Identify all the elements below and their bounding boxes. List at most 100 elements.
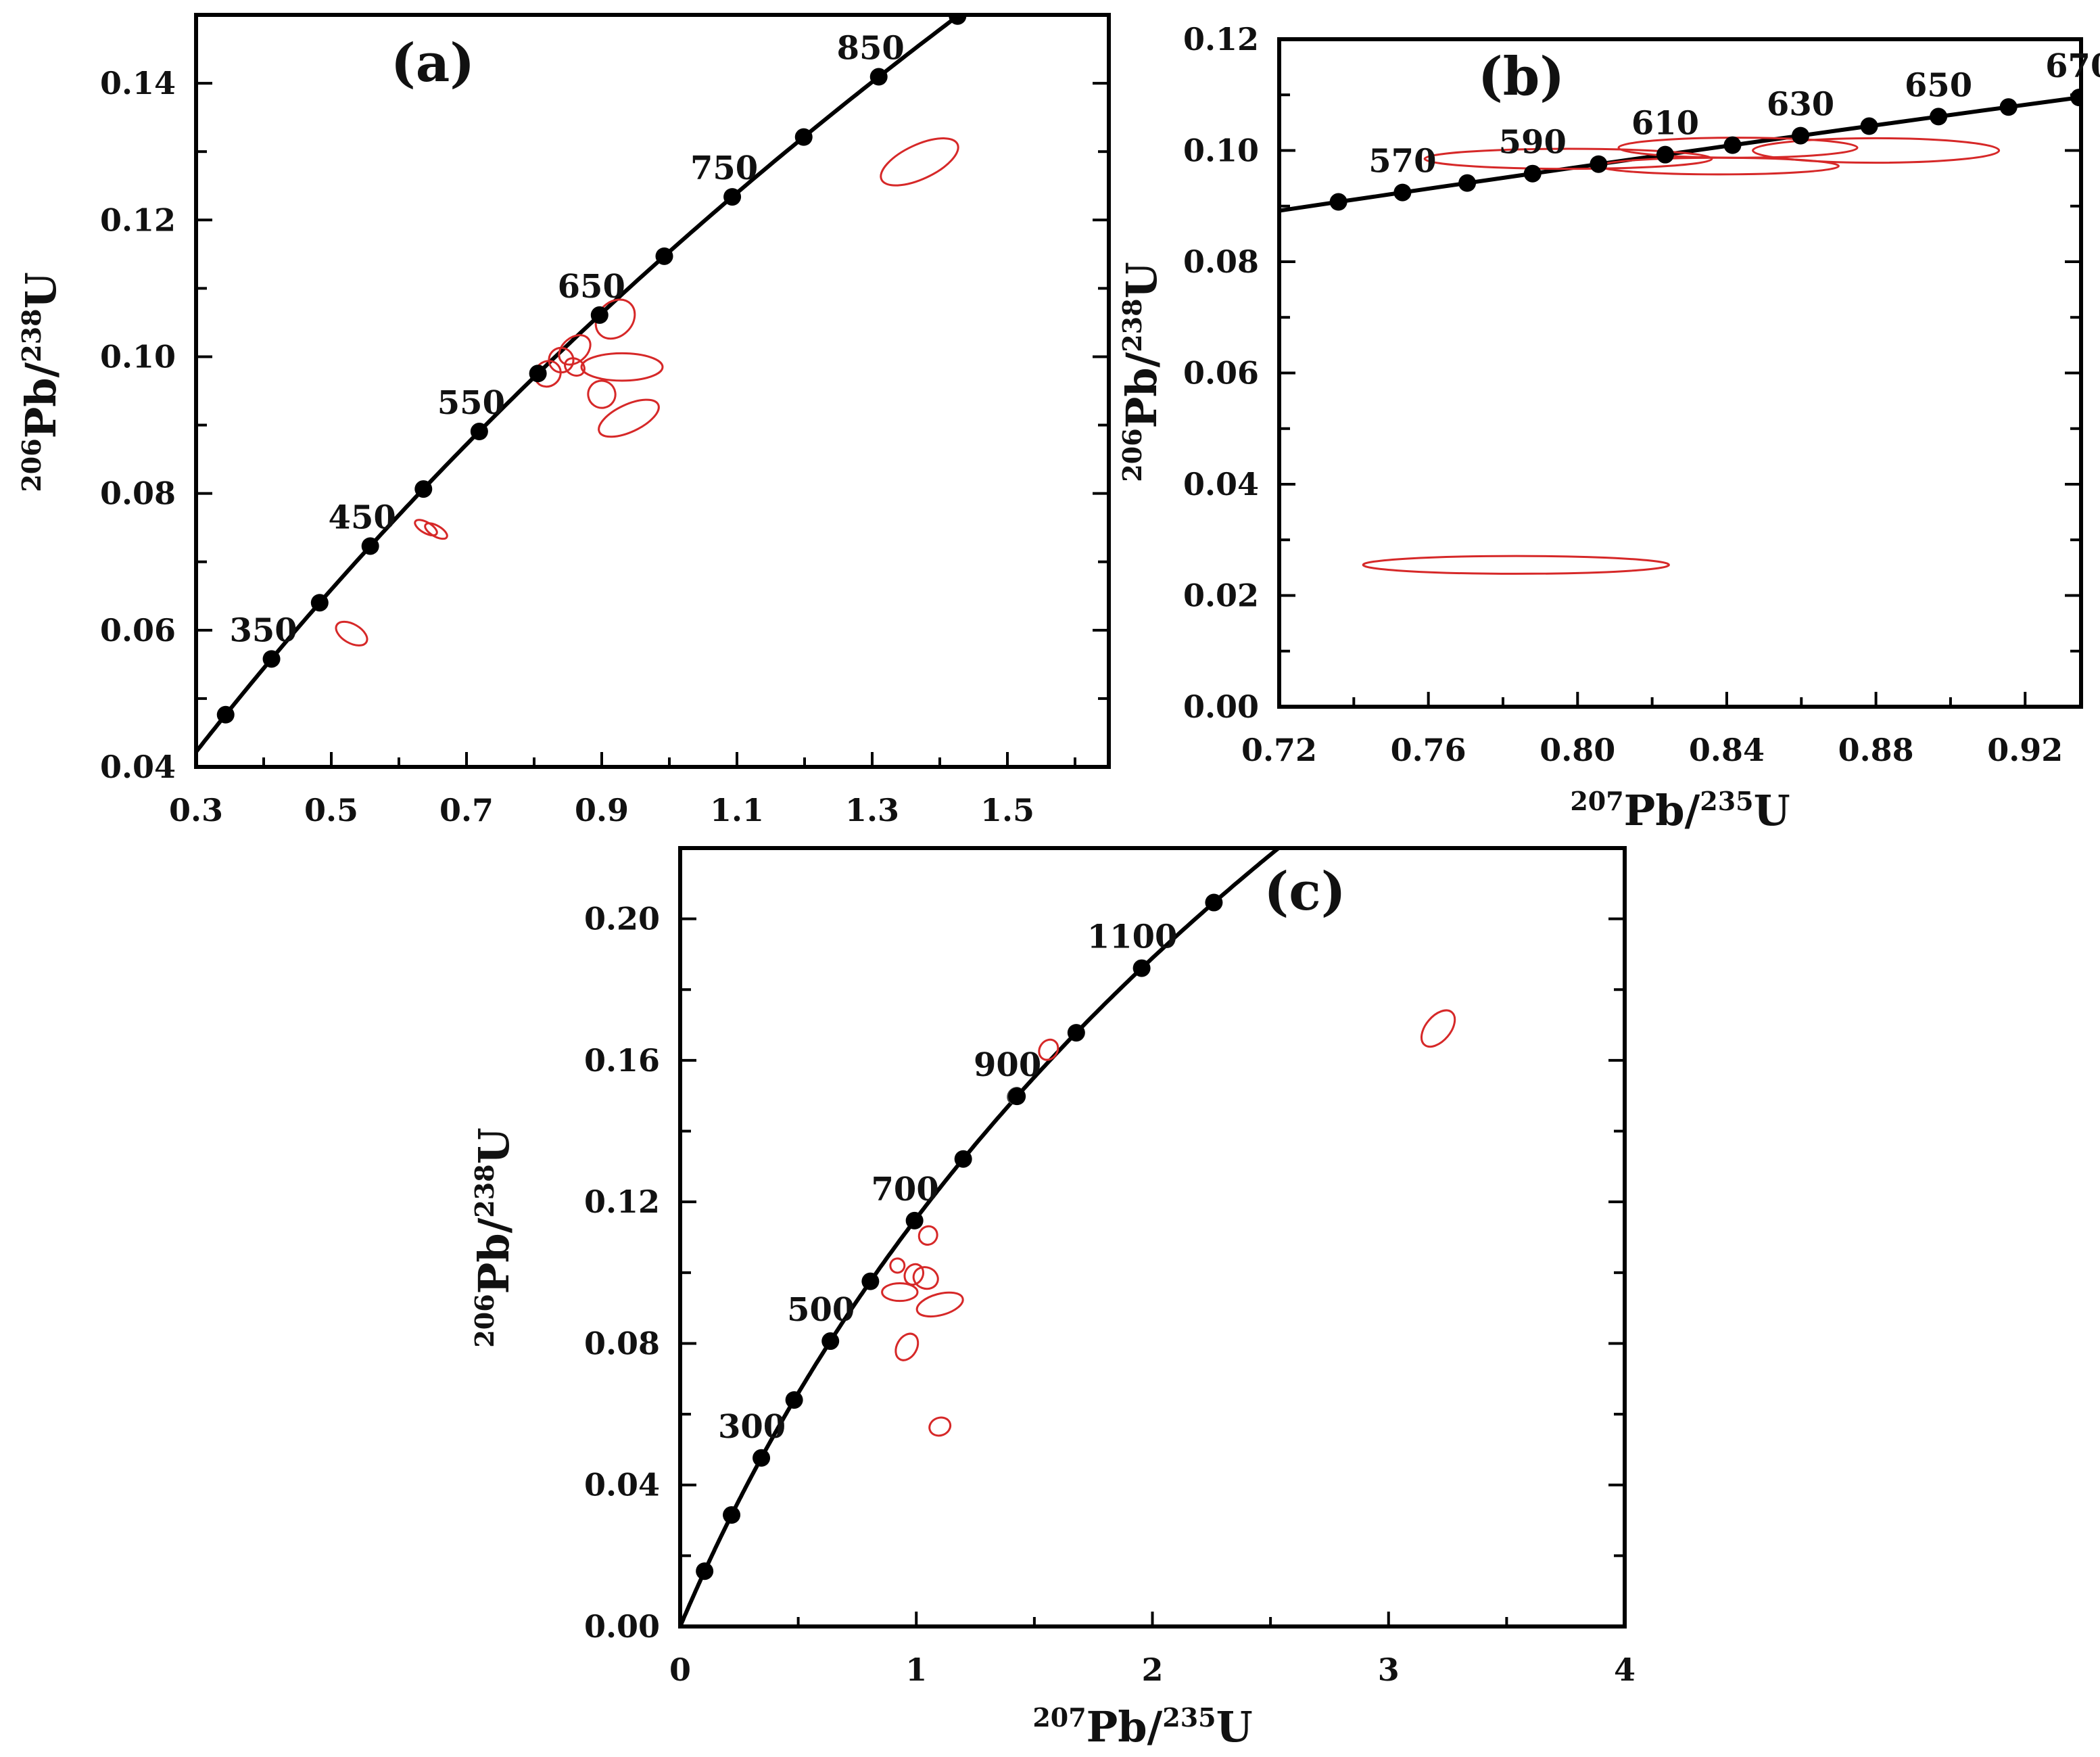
y-tick-label: 0.20 [584, 901, 660, 937]
age-marker [1067, 1024, 1085, 1042]
x-axis: 0.3 0.5 0.7 0.9 1.1 1.3 1.5 [169, 752, 1076, 828]
y-axis: 0.00 0.04 0.08 0.12 0.16 0.20 [584, 847, 1625, 1645]
y-tick-label: 0.12 [100, 202, 176, 238]
age-label: 670 [2045, 47, 2100, 85]
x-tick-label: 4 [1614, 1651, 1636, 1688]
y-axis: 0.04 0.06 0.08 0.10 0.12 0.14 [100, 14, 1109, 785]
age-label: 500 [787, 1291, 855, 1329]
age-marker [949, 15, 967, 25]
age-label: 650 [1905, 66, 1972, 104]
data-ellipse [889, 1257, 906, 1274]
age-marker [696, 1562, 714, 1580]
age-marker [1285, 827, 1302, 845]
data-ellipse [917, 1225, 938, 1246]
age-label: 590 [1499, 124, 1567, 162]
age-marker [1656, 145, 1674, 164]
x-tick-label: 0 [669, 1651, 691, 1688]
data-ellipse [881, 1282, 919, 1303]
x-axis: 0 1 2 3 4 [669, 1612, 1636, 1688]
age-marker [655, 247, 673, 265]
age-label: 700 [872, 1171, 939, 1209]
data-ellipse [335, 620, 368, 647]
x-axis: 0.72 0.76 0.80 0.84 0.88 0.92 [1241, 692, 2063, 768]
data-ellipse [912, 1266, 939, 1290]
age-marker [590, 306, 608, 324]
y-tick-label: 0.04 [1183, 466, 1259, 502]
age-marker [1393, 183, 1412, 202]
age-marker [216, 705, 235, 724]
age-label: 650 [558, 268, 625, 306]
age-label: 1100 [1087, 918, 1178, 956]
age-marker [262, 650, 281, 668]
age-marker [1329, 193, 1347, 211]
x-tick-label: 0.9 [575, 792, 629, 828]
age-marker [861, 1272, 880, 1290]
x-tick-label: 1.3 [845, 792, 899, 828]
y-tick-label: 0.10 [100, 338, 176, 375]
data-ellipse [1752, 137, 2001, 164]
age-marker [723, 188, 742, 206]
x-tick-label: 0.76 [1391, 732, 1466, 768]
y-tick-label: 0.06 [1183, 355, 1259, 392]
panel-a: 0.3 0.5 0.7 0.9 1.1 1.3 1.5 0.04 0.06 0.08 0.10 0.1… [16, 13, 1111, 828]
y-tick-label: 0.02 [1183, 578, 1259, 614]
age-label: 850 [837, 30, 905, 68]
data-ellipse [598, 398, 660, 438]
x-tick-label: 2 [1141, 1651, 1163, 1688]
age-label: 570 [1368, 143, 1436, 181]
panel-b: 0.72 0.76 0.80 0.84 0.88 0.92 0.00 0.02 0.04 0.06… [1117, 21, 2100, 835]
y-tick-label: 0.04 [584, 1467, 660, 1503]
panel-label: (c) [1264, 861, 1345, 922]
data-ellipse [580, 352, 664, 382]
y-tick-label: 0.00 [584, 1608, 660, 1645]
age-marker [1590, 155, 1608, 173]
data-ellipse [548, 346, 575, 374]
age-marker [794, 128, 813, 146]
age-marker [954, 1150, 972, 1168]
data-ellipse [424, 522, 448, 540]
age-marker [753, 1449, 771, 1467]
age-marker [529, 365, 547, 383]
x-tick-label: 0.88 [1838, 732, 1914, 768]
age-marker [821, 1332, 840, 1351]
age-marker [905, 1211, 924, 1229]
age-marker [414, 480, 433, 498]
y-tick-label: 0.08 [100, 475, 176, 512]
x-tick-label: 0.5 [304, 792, 358, 828]
age-marker [1523, 164, 1542, 183]
y-axis: 0.00 0.02 0.04 0.06 0.08 0.10 0.12 [1183, 21, 2081, 725]
age-label: 610 [1631, 105, 1699, 143]
y-tick-label: 0.08 [584, 1325, 660, 1361]
data-ellipse [1423, 147, 1713, 170]
data-ellipse [1617, 137, 1859, 159]
age-marker [310, 594, 329, 612]
data-ellipse [915, 1291, 964, 1318]
age-marker [723, 1506, 741, 1524]
plot-area [196, 15, 967, 755]
age-label: 350 [229, 611, 297, 649]
x-tick-label: 0.80 [1540, 732, 1615, 768]
y-tick-label: 0.12 [1183, 21, 1259, 57]
age-marker [1205, 893, 1223, 912]
data-ellipse [587, 379, 617, 409]
x-tick-label: 0.84 [1689, 732, 1765, 768]
panel-c: 0 1 2 3 4 0.00 0.04 0.08 0.12 0.16 0.20 300 500 700 90… [469, 827, 1636, 1752]
age-marker [1132, 959, 1151, 977]
age-label: 630 [1767, 86, 1834, 124]
x-tick-label: 0.72 [1241, 732, 1317, 768]
age-marker [470, 423, 488, 441]
data-ellipse [1362, 555, 1670, 575]
y-tick-label: 0.04 [100, 749, 176, 785]
x-tick-label: 0.3 [169, 792, 223, 828]
age-label: 300 [718, 1408, 786, 1446]
x-tick-label: 1.5 [980, 792, 1034, 828]
age-label: 900 [974, 1046, 1041, 1084]
age-label: 450 [329, 498, 396, 536]
y-tick-label: 0.00 [1183, 688, 1259, 725]
plot-area [1279, 89, 2081, 575]
y-tick-label: 0.16 [584, 1042, 660, 1079]
age-label: 550 [437, 384, 505, 422]
y-tick-label: 0.12 [584, 1184, 660, 1220]
x-axis-title: 207Pb/235U [1032, 1702, 1252, 1752]
age-marker [1860, 117, 1878, 135]
